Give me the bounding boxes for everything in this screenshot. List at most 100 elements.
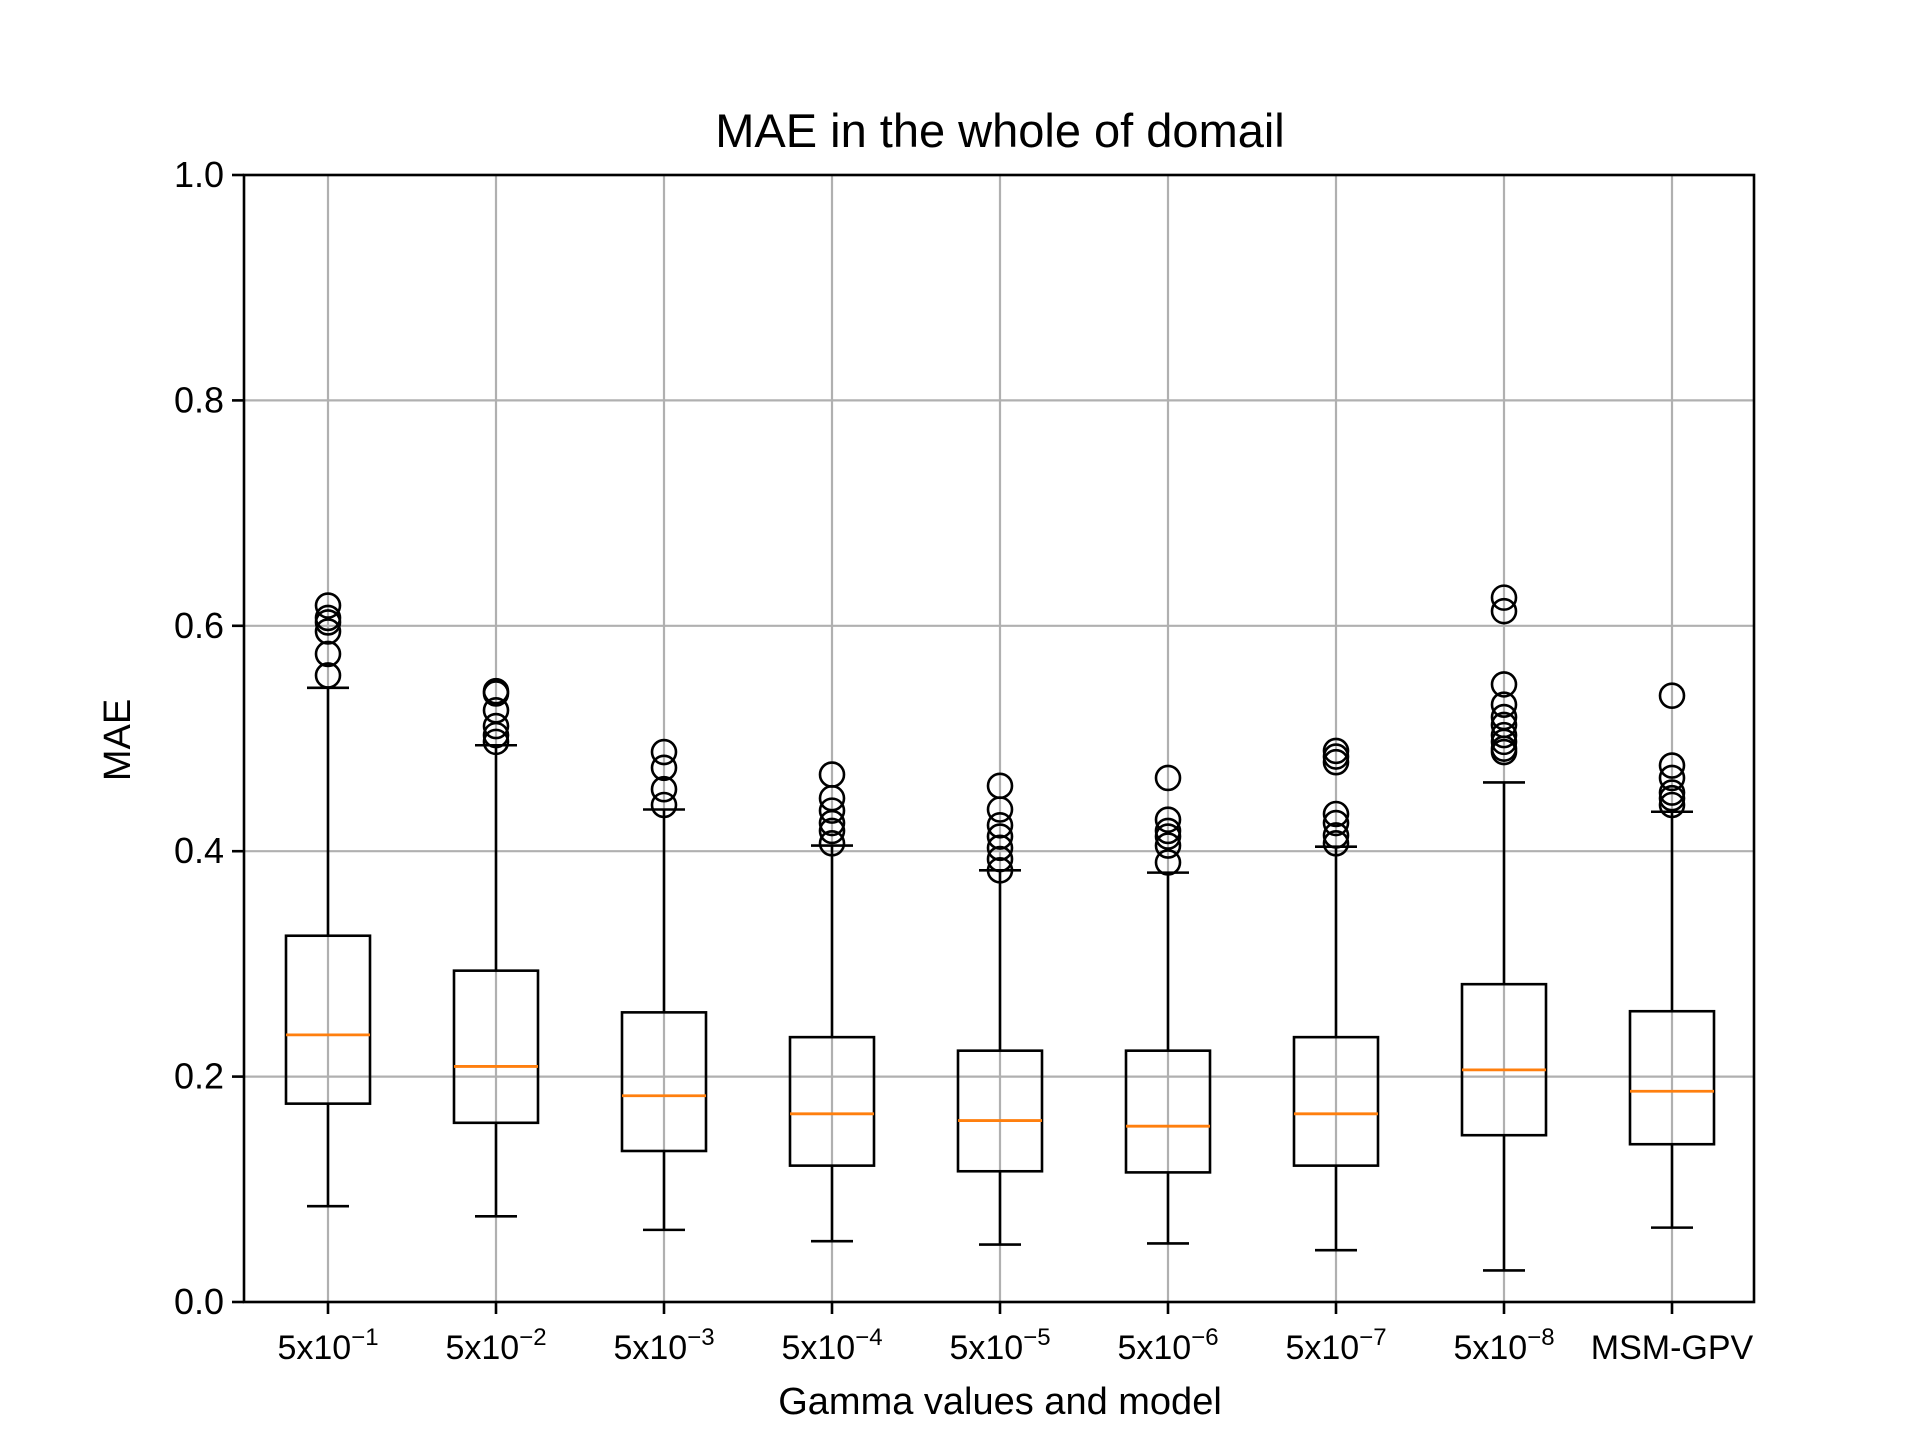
outlier-point: [1322, 809, 1350, 837]
iqr-box: [1124, 1049, 1212, 1174]
x-tick-label: 5x10−5: [949, 1324, 1050, 1367]
iqr-box: [1292, 1035, 1380, 1167]
x-tick-label-exponent: −6: [1191, 1324, 1218, 1351]
y-tick-label: 0.4: [174, 830, 224, 871]
outlier-point: [986, 834, 1014, 862]
outlier-point: [1490, 691, 1518, 718]
x-tick-label-exponent: −4: [855, 1324, 882, 1351]
outlier-point: [1490, 597, 1518, 625]
x-tick-label: 5x10−3: [613, 1324, 714, 1367]
outlier-point: [1322, 800, 1350, 828]
x-tick-label-base: 5x10: [1285, 1329, 1359, 1367]
iqr-box: [452, 969, 540, 1125]
outlier-point: [1322, 822, 1350, 849]
y-tick-label: 1.0: [174, 154, 224, 195]
chart-title: MAE in the whole of domail: [715, 104, 1285, 157]
outlier-point: [650, 791, 678, 819]
x-tick-label: 5x10−8: [1453, 1324, 1554, 1367]
x-tick-label: 5x10−2: [445, 1324, 546, 1367]
x-tick-label-exponent: −1: [351, 1324, 378, 1351]
outlier-point: [650, 754, 678, 782]
x-tick-label-base: 5x10: [1117, 1329, 1191, 1367]
outlier-point: [986, 845, 1014, 873]
outlier-point: [1658, 752, 1686, 779]
outlier-point: [818, 817, 846, 845]
box-group: [1628, 682, 1716, 1229]
outlier-point: [650, 738, 678, 766]
box-group: [284, 592, 372, 1208]
outlier-point: [482, 712, 510, 740]
box-group: [1460, 584, 1548, 1272]
x-tick-label-exponent: −3: [687, 1324, 714, 1351]
x-axis-label: Gamma values and model: [778, 1381, 1222, 1423]
iqr-box: [788, 1035, 876, 1167]
iqr-box: [956, 1049, 1044, 1173]
outlier-point: [1490, 584, 1518, 611]
x-tick-label: 5x10−7: [1285, 1324, 1386, 1367]
x-tick-label-base: 5x10: [949, 1329, 1023, 1367]
outlier-point: [1322, 737, 1350, 765]
outlier-point: [1658, 682, 1686, 709]
boxes: [284, 584, 1716, 1272]
outlier-point: [314, 662, 342, 689]
y-tick-label: 0.2: [174, 1056, 224, 1097]
outlier-point: [482, 728, 510, 756]
outlier-point: [314, 640, 342, 668]
outlier-point: [1154, 817, 1182, 845]
outlier-point: [1490, 671, 1518, 698]
iqr-box: [284, 934, 372, 1105]
x-tick-label: 5x10−1: [277, 1324, 378, 1367]
outlier-point: [1154, 806, 1182, 833]
box-group: [452, 677, 540, 1218]
y-tick-label: 0.0: [174, 1281, 224, 1322]
outlier-point: [818, 830, 846, 857]
outlier-point: [1154, 764, 1182, 792]
outlier-point: [818, 797, 846, 824]
box-group: [1124, 764, 1212, 1245]
outlier-point: [314, 604, 342, 632]
x-tick-label-base: 5x10: [445, 1329, 519, 1367]
box-group: [1292, 737, 1380, 1252]
x-tick-label-base: 5x10: [781, 1329, 855, 1367]
outlier-point: [314, 592, 342, 619]
y-axis-label: MAE: [97, 699, 139, 781]
outlier-point: [986, 772, 1014, 800]
x-axis-ticks: 5x10−1 5x10−2 5x10−3 5x10−4 5x10−5 5x10−6 5x10…: [277, 1302, 1754, 1367]
iqr-box: [1460, 982, 1548, 1137]
outlier-point: [986, 823, 1014, 850]
outlier-point: [1322, 830, 1350, 857]
iqr-box: [620, 1011, 708, 1153]
x-tick-label: 5x10−6: [1117, 1324, 1218, 1367]
x-tick-label-base: 5x10: [613, 1329, 687, 1367]
outlier-point: [314, 618, 342, 645]
outlier-point: [1154, 849, 1182, 876]
box-group: [788, 761, 876, 1243]
outlier-point: [1490, 711, 1518, 739]
x-tick-label-exponent: −5: [1023, 1324, 1050, 1351]
x-tick-label: 5x10−4: [781, 1324, 882, 1367]
x-tick-label-base: MSM-GPV: [1591, 1329, 1754, 1367]
y-axis-ticks: 0.0 0.2 0.4 0.6 0.8 1.0: [174, 154, 244, 1322]
x-tick-label-base: 5x10: [1453, 1329, 1527, 1367]
outlier-point: [1490, 703, 1518, 731]
box-group: [956, 772, 1044, 1246]
y-tick-label: 0.8: [174, 379, 224, 420]
outlier-point: [482, 697, 510, 724]
outlier-point: [818, 761, 846, 788]
outlier-point: [1658, 779, 1686, 806]
x-tick-label-exponent: −7: [1359, 1324, 1386, 1351]
outlier-point: [986, 811, 1014, 839]
outlier-point: [482, 677, 510, 705]
outlier-point: [1154, 832, 1182, 859]
outlier-point: [650, 775, 678, 803]
outlier-point: [1490, 721, 1518, 749]
x-tick-label-exponent: −2: [519, 1324, 546, 1351]
y-tick-label: 0.6: [174, 605, 224, 646]
x-tick-label-exponent: −8: [1527, 1324, 1554, 1351]
x-tick-label-base: 5x10: [277, 1329, 351, 1367]
outlier-point: [1658, 764, 1686, 792]
iqr-box: [1628, 1009, 1716, 1146]
outlier-point: [986, 857, 1014, 884]
